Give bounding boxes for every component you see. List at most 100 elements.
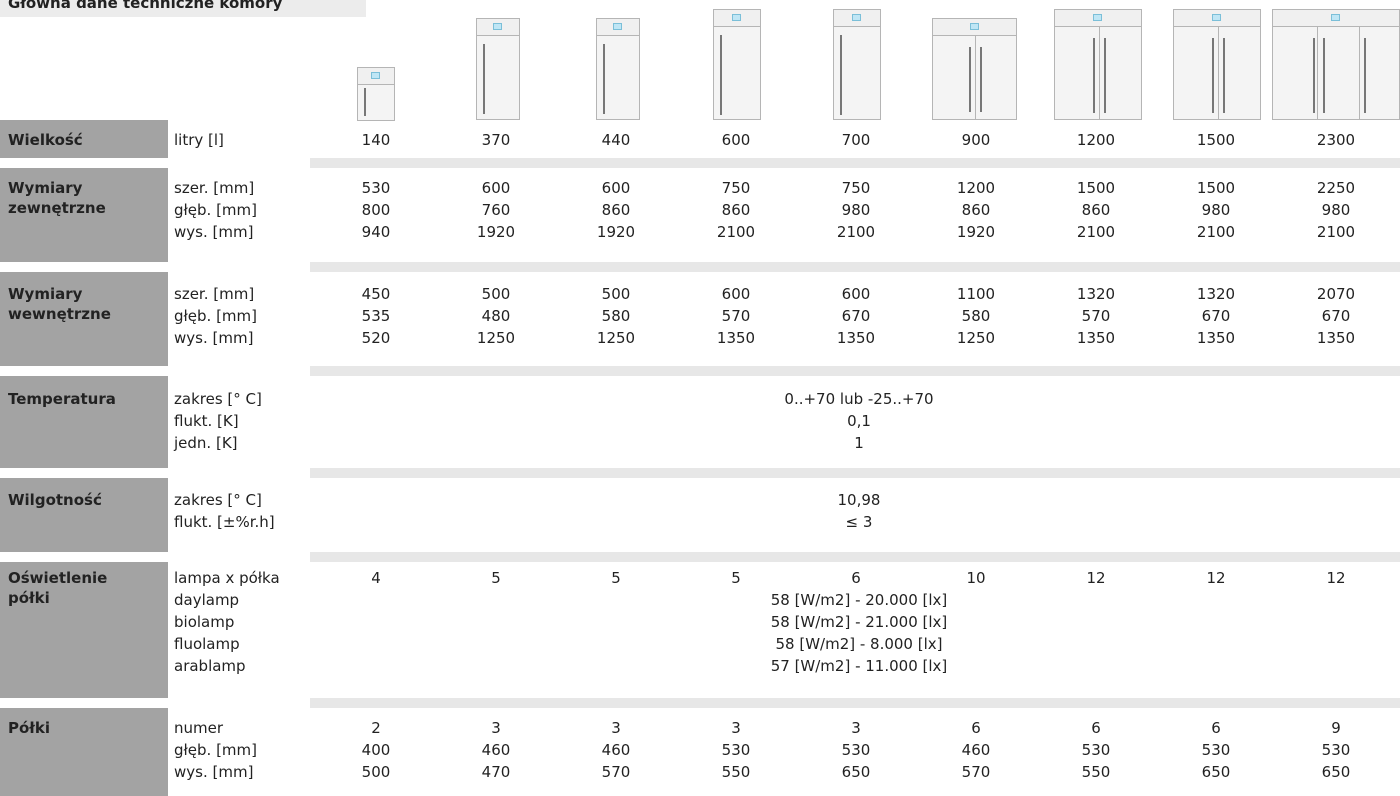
int-dim-cell: 1250: [596, 329, 636, 347]
int-dim-cell: 480: [481, 307, 511, 325]
temp-fluct-value: 0,1: [847, 412, 871, 430]
shelves-cell: 3: [731, 719, 741, 737]
liters-cell: 440: [601, 131, 631, 149]
page-title: Główna dane techniczne komory: [0, 0, 366, 17]
int-dim-cell: 1250: [956, 329, 996, 347]
sub-label: szer. [mm]: [174, 179, 255, 197]
int-dim-cell: 1350: [716, 329, 756, 347]
temp-unif-value: 1: [854, 434, 864, 452]
shelves-cell: 9: [1331, 719, 1341, 737]
int-dim-cell: 500: [481, 285, 511, 303]
liters-cell: 1200: [1076, 131, 1116, 149]
shelves-cell: 6: [1091, 719, 1101, 737]
shelves-cell: 3: [851, 719, 861, 737]
chamber-140-icon: [357, 67, 395, 121]
label-bar-size: [0, 120, 168, 158]
chamber-900-icon: [932, 18, 1017, 120]
chamber-440-icon: [596, 18, 640, 120]
label-bar-light: [0, 562, 168, 698]
ext-dim-cell: 1920: [596, 223, 636, 241]
sub-label: flukt. [K]: [174, 412, 239, 430]
hum-range-value: 10,98: [837, 491, 881, 509]
ext-dim-cell: 760: [481, 201, 511, 219]
lamps-cell: 4: [371, 569, 381, 587]
shelves-cell: 570: [601, 763, 631, 781]
chamber-370-icon: [476, 18, 520, 120]
ext-dim-cell: 750: [841, 179, 871, 197]
ext-dim-cell: 980: [1321, 201, 1351, 219]
row-label-size: Wielkość: [8, 131, 83, 149]
chamber-1500-icon: [1173, 9, 1261, 120]
int-dim-cell: 1100: [956, 285, 996, 303]
chamber-600-icon: [713, 9, 761, 120]
ext-dim-cell: 1920: [956, 223, 996, 241]
lamps-cell: 12: [1326, 569, 1346, 587]
int-dim-cell: 600: [841, 285, 871, 303]
shelves-cell: 650: [841, 763, 871, 781]
ext-dim-cell: 1920: [476, 223, 516, 241]
shelves-cell: 6: [1211, 719, 1221, 737]
sub-label: wys. [mm]: [174, 763, 254, 781]
int-dim-cell: 1350: [836, 329, 876, 347]
row-label-int: Wymiary wewnętrzne: [8, 285, 111, 323]
sub-label: lampa x półka: [174, 569, 280, 587]
ext-dim-cell: 980: [841, 201, 871, 219]
hum-fluct-value: ≤ 3: [845, 513, 873, 531]
liters-cell: 1500: [1196, 131, 1236, 149]
sub-label: flukt. [±%r.h]: [174, 513, 275, 531]
sub-label: zakres [° C]: [174, 390, 262, 408]
liters-cell: 370: [481, 131, 511, 149]
ext-dim-cell: 2100: [1316, 223, 1356, 241]
shelves-cell: 470: [481, 763, 511, 781]
chamber-2300-icon: [1272, 9, 1400, 120]
int-dim-cell: 2070: [1316, 285, 1356, 303]
label-bar-temp: [0, 376, 168, 468]
ext-dim-cell: 860: [1081, 201, 1111, 219]
shelves-cell: 500: [361, 763, 391, 781]
sub-label: głęb. [mm]: [174, 741, 257, 759]
ext-dim-cell: 2100: [836, 223, 876, 241]
int-dim-cell: 600: [721, 285, 751, 303]
shelves-cell: 400: [361, 741, 391, 759]
shelves-cell: 530: [1081, 741, 1111, 759]
shelves-cell: 530: [841, 741, 871, 759]
shelves-cell: 550: [1081, 763, 1111, 781]
sub-label: jedn. [K]: [174, 434, 238, 452]
int-dim-cell: 570: [1081, 307, 1111, 325]
daylamp-value: 58 [W/m2] - 20.000 [lx]: [770, 591, 948, 609]
lamps-cell: 5: [611, 569, 621, 587]
ext-dim-cell: 600: [481, 179, 511, 197]
shelves-cell: 650: [1201, 763, 1231, 781]
shelves-cell: 530: [1321, 741, 1351, 759]
ext-dim-cell: 800: [361, 201, 391, 219]
sub-label: głęb. [mm]: [174, 307, 257, 325]
shelves-cell: 460: [481, 741, 511, 759]
shelves-cell: 530: [1201, 741, 1231, 759]
label-bar-int: [0, 272, 168, 366]
shelves-cell: 650: [1321, 763, 1351, 781]
sub-label: numer: [174, 719, 224, 737]
sub-label: fluolamp: [174, 635, 240, 653]
int-dim-cell: 1350: [1196, 329, 1236, 347]
ext-dim-cell: 1500: [1196, 179, 1236, 197]
liters-cell: 700: [841, 131, 871, 149]
lamps-cell: 6: [851, 569, 861, 587]
row-separator: [310, 698, 1400, 708]
shelves-cell: 460: [961, 741, 991, 759]
row-label-shelves: Półki: [8, 719, 50, 737]
ext-dim-cell: 1200: [956, 179, 996, 197]
shelves-cell: 3: [491, 719, 501, 737]
liters-cell: 2300: [1316, 131, 1356, 149]
int-dim-cell: 580: [961, 307, 991, 325]
row-separator: [310, 158, 1400, 168]
shelves-cell: 3: [611, 719, 621, 737]
ext-dim-cell: 2250: [1316, 179, 1356, 197]
shelves-cell: 6: [971, 719, 981, 737]
lamps-cell: 12: [1206, 569, 1226, 587]
lamps-cell: 12: [1086, 569, 1106, 587]
ext-dim-cell: 2100: [1076, 223, 1116, 241]
ext-dim-cell: 1500: [1076, 179, 1116, 197]
ext-dim-cell: 2100: [716, 223, 756, 241]
lamps-cell: 5: [731, 569, 741, 587]
row-label-temp: Temperatura: [8, 390, 116, 408]
